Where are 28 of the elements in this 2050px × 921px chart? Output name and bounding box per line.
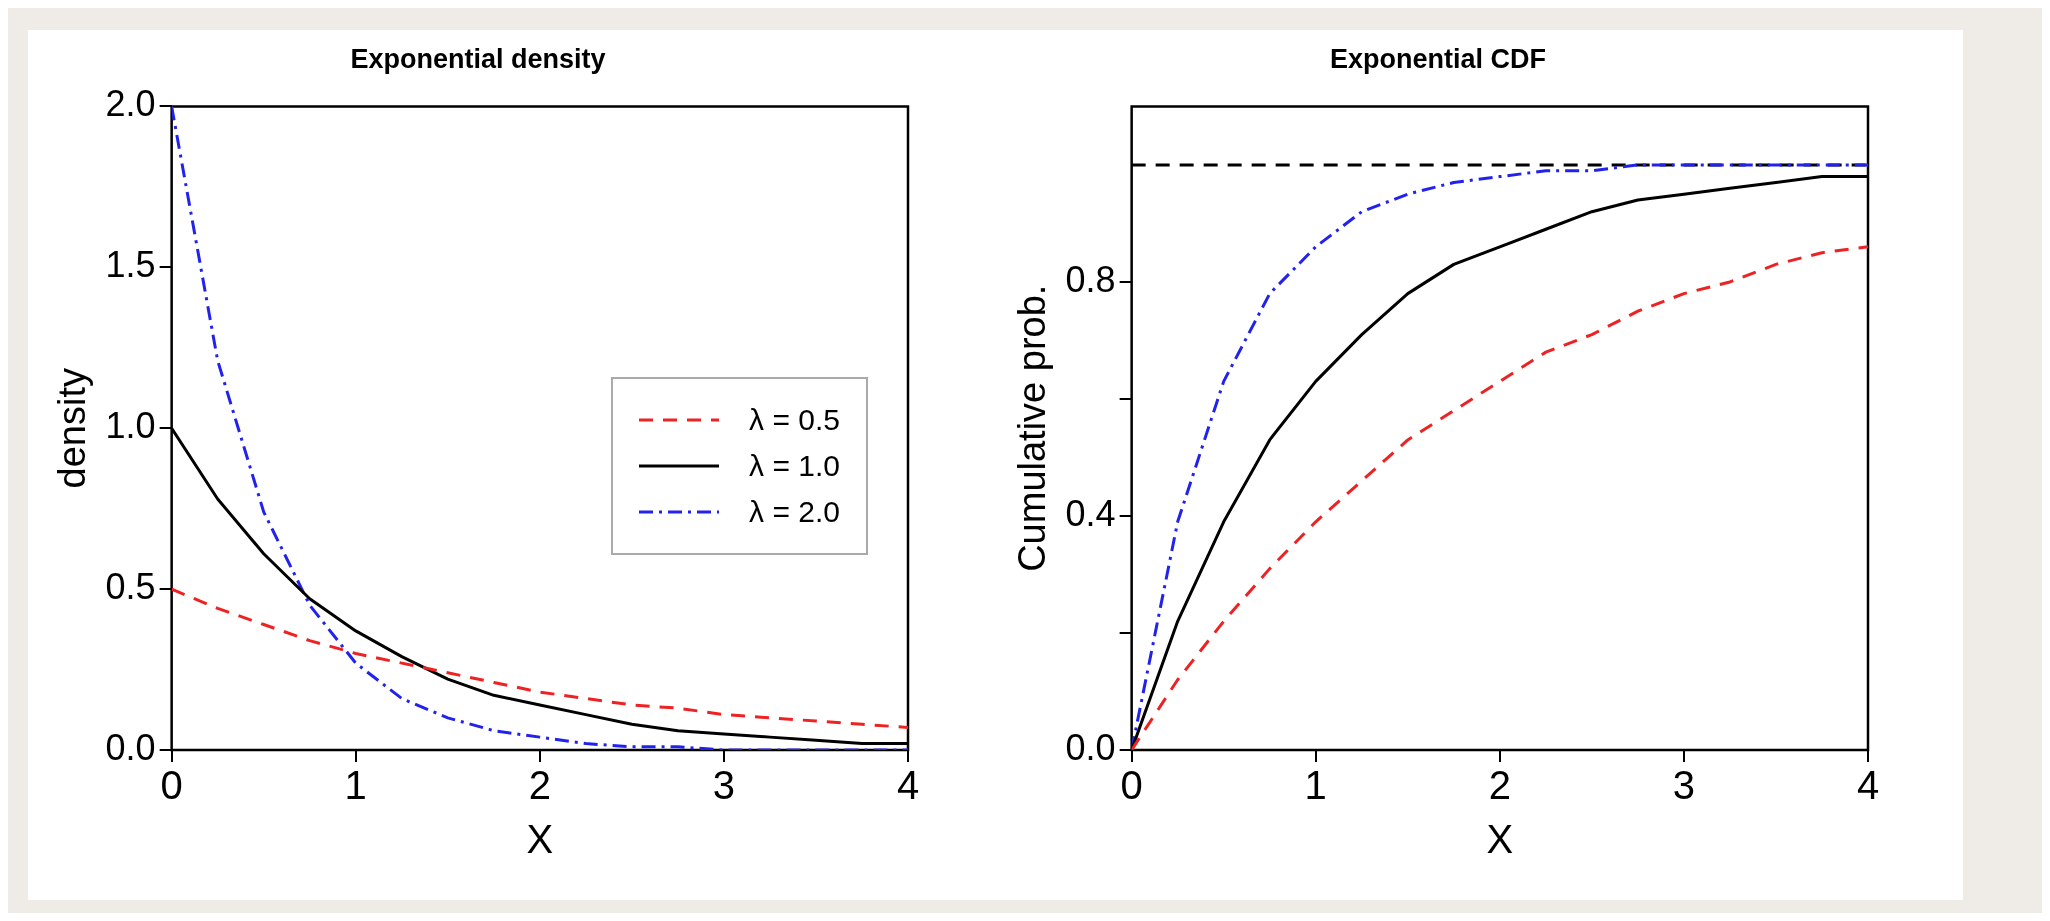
x-axis-title: X: [526, 817, 554, 862]
y-tick-label: 0.4: [1065, 492, 1116, 534]
x-tick-label: 1: [344, 763, 367, 808]
y-tick-label: 0.8: [1065, 258, 1116, 300]
chart-title: Exponential CDF: [1329, 43, 1547, 74]
legend-label: λ = 0.5: [749, 402, 840, 437]
chart-title: Exponential density: [350, 43, 606, 74]
y-tick-label: 0.0: [105, 726, 156, 768]
x-tick-label: 4: [1856, 763, 1880, 808]
x-tick-label: 0: [1120, 763, 1143, 808]
legend-label: λ = 1.0: [749, 448, 840, 483]
x-tick-label: 4: [896, 763, 920, 808]
x-tick-label: 2: [1488, 763, 1511, 808]
x-tick-label: 1: [1304, 763, 1327, 808]
y-tick-label: 1.5: [105, 244, 156, 286]
y-tick-label: 1.0: [105, 405, 156, 447]
line-series: [171, 587, 908, 729]
x-tick-label: 3: [1672, 763, 1696, 808]
y-tick-label: 0.0: [1065, 726, 1116, 768]
y-tick-label: 2.0: [105, 83, 156, 125]
legend-label: λ = 2.0: [749, 494, 840, 529]
x-tick-label: 2: [528, 763, 551, 808]
y-tick-label: 0.5: [105, 566, 156, 608]
y-axis-title: density: [51, 368, 94, 489]
x-tick-label: 0: [160, 763, 183, 808]
y-axis-title: Cumulative prob.: [1011, 284, 1054, 572]
x-axis-title: X: [1486, 817, 1514, 862]
x-tick-label: 3: [712, 763, 736, 808]
